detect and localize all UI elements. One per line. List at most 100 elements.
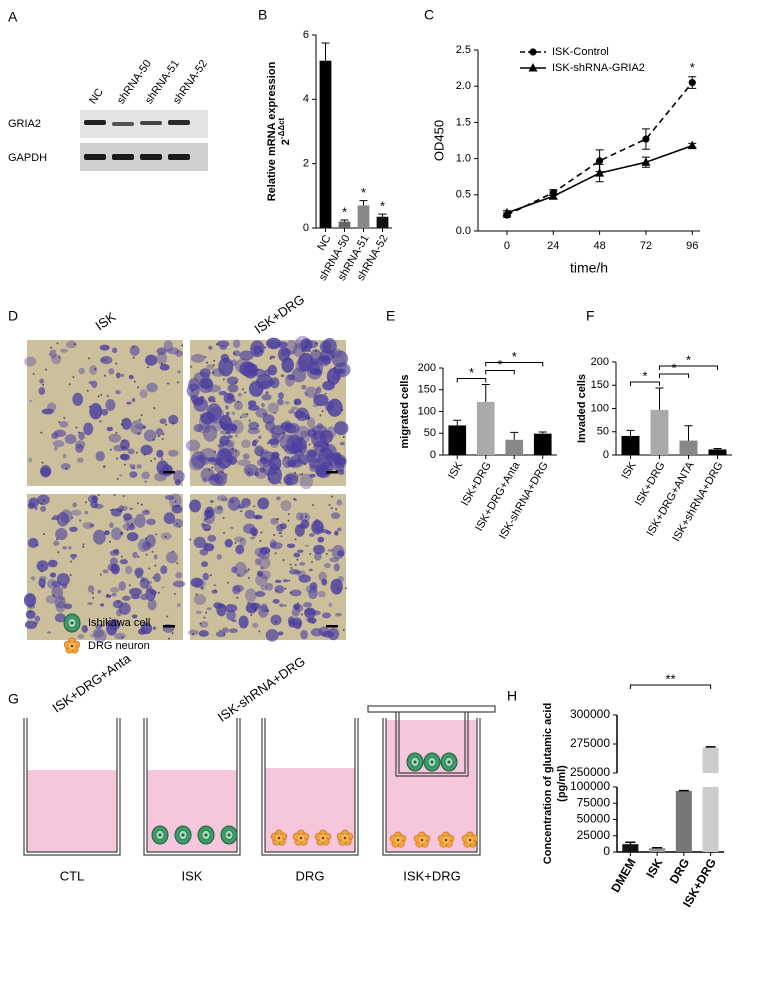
stained-cell [225, 411, 230, 416]
nucleolus [430, 760, 434, 764]
stained-cell [108, 368, 115, 375]
neuron-nucleus [468, 838, 472, 842]
stained-cell [149, 589, 157, 596]
stained-cell [269, 541, 283, 550]
pore [335, 508, 338, 511]
stained-cell [274, 579, 282, 583]
pore [153, 457, 156, 460]
pore [260, 531, 263, 534]
significance-bracket [456, 378, 487, 383]
pore [212, 371, 215, 374]
nucleolus [181, 833, 185, 837]
pore [51, 517, 54, 520]
stained-cell [293, 570, 302, 575]
stained-cell [202, 572, 209, 581]
stained-cell [254, 547, 268, 558]
stained-cell [228, 628, 238, 634]
pore [152, 576, 155, 579]
stained-cell [226, 431, 231, 435]
stained-cell [284, 423, 288, 428]
y-tick-label: 50 [424, 427, 436, 439]
band [140, 121, 162, 125]
pore [176, 562, 179, 565]
pore [240, 510, 243, 513]
y-axis-unit: 2-ΔΔct [277, 117, 292, 145]
pore [248, 419, 251, 422]
stained-cell [296, 512, 304, 521]
stained-cell [279, 523, 287, 530]
pore [205, 611, 208, 614]
stained-cell [286, 543, 296, 549]
y-tick-label: 75000 [577, 795, 611, 809]
pore [247, 576, 250, 579]
pore [287, 457, 290, 460]
stained-cell [296, 570, 307, 578]
stained-cell [256, 570, 264, 577]
stained-cell [110, 564, 120, 573]
x-tick-label: 48 [593, 240, 605, 252]
stained-cell [219, 435, 230, 446]
stained-cell [335, 586, 341, 591]
error-bar [481, 384, 490, 402]
stained-cell [40, 466, 52, 477]
pore [203, 616, 206, 619]
stained-cell [121, 505, 128, 511]
stained-cell [99, 624, 104, 628]
pore [326, 443, 329, 446]
y-tick-label: 0 [303, 222, 309, 234]
pore [143, 453, 146, 456]
x-tick-label: 96 [686, 240, 698, 252]
stained-cell [136, 464, 142, 469]
y-tick-label: 100 [591, 402, 609, 414]
stained-cell [308, 586, 318, 600]
pore [260, 350, 263, 353]
stained-cell [258, 435, 262, 440]
stained-cell [82, 521, 94, 530]
stained-cell [155, 428, 164, 436]
stained-cell [163, 340, 174, 352]
pore [297, 602, 300, 605]
stained-cell [252, 622, 259, 628]
stained-cell [220, 430, 228, 435]
stained-cell [177, 370, 181, 374]
pore [274, 552, 277, 555]
bar [476, 401, 495, 455]
pore [342, 435, 345, 438]
pore [254, 608, 257, 611]
pore [231, 447, 234, 450]
y-tick-label: 50000 [577, 812, 611, 826]
stained-cell [87, 494, 98, 504]
stained-cell [119, 474, 123, 477]
bar [650, 409, 669, 455]
stained-cell [260, 566, 264, 570]
pore [145, 537, 148, 540]
pore [136, 502, 139, 505]
pore [157, 591, 160, 594]
error-bar [340, 219, 349, 222]
stained-cell [68, 546, 72, 550]
stained-cell [159, 418, 167, 424]
pore [57, 551, 60, 554]
stained-cell [234, 561, 247, 578]
stained-cell [300, 519, 310, 529]
pore [85, 501, 88, 504]
pore [293, 472, 296, 475]
stained-cell [241, 498, 251, 506]
stained-cell [293, 398, 302, 406]
stained-cell [219, 414, 232, 430]
stained-cell [141, 471, 150, 480]
error-bar [378, 213, 387, 217]
y-tick-label: 50 [597, 426, 609, 438]
stained-cell [153, 573, 161, 583]
pore [154, 564, 157, 567]
pore [69, 574, 72, 577]
pore [206, 361, 209, 364]
pore [108, 540, 111, 543]
stained-cell [28, 497, 40, 508]
y-axis-label: OD450 [431, 120, 446, 161]
pore [120, 510, 123, 513]
stained-cell [245, 467, 254, 477]
bar [319, 60, 332, 228]
stained-cell [103, 530, 110, 536]
pore [216, 343, 219, 346]
